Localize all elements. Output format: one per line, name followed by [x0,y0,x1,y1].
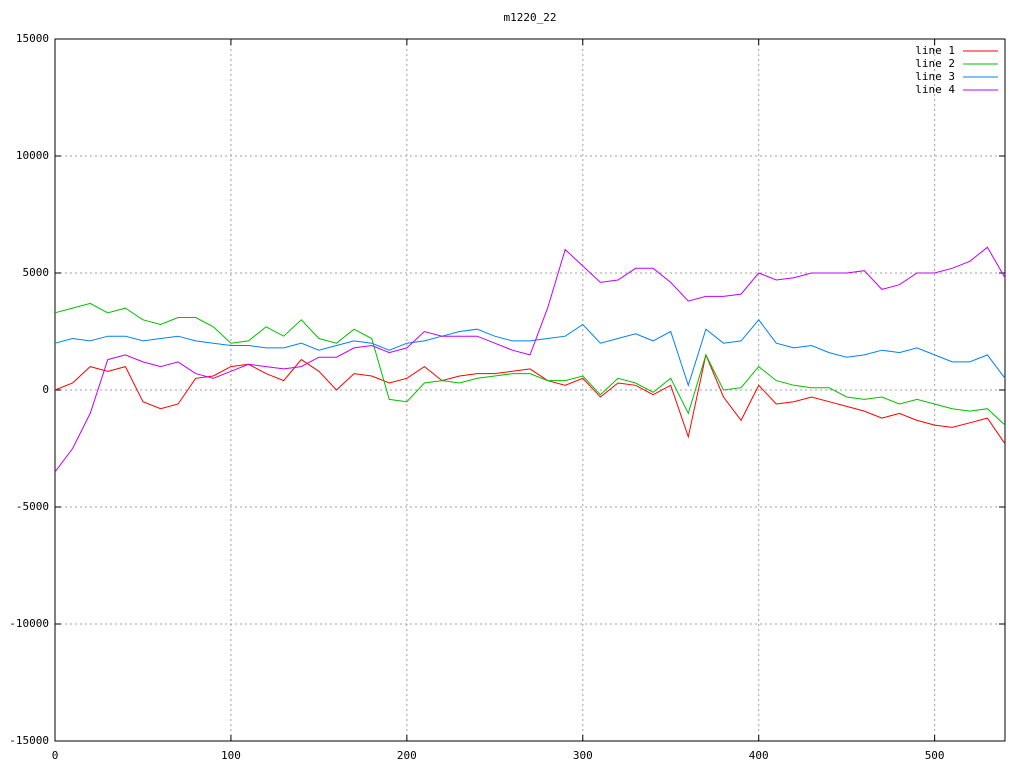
x-tick-label: 500 [925,749,945,762]
legend-label: line 2 [915,57,955,70]
x-tick-label: 300 [573,749,593,762]
y-tick-label: 10000 [16,149,49,162]
x-tick-label: 100 [221,749,241,762]
y-tick-label: -15000 [9,734,49,747]
y-tick-label: -10000 [9,617,49,630]
legend-label: line 1 [915,44,955,57]
data-line [54,318,1006,387]
y-tick-label: 5000 [23,266,50,279]
legend-label: line 3 [915,70,955,83]
x-tick-label: 200 [397,749,417,762]
chart-title: m1220_22 [504,11,557,24]
data-line [54,302,1006,426]
data-line [54,353,1006,445]
x-tick-label: 400 [749,749,769,762]
y-tick-label: 15000 [16,32,49,45]
data-line [54,246,1006,473]
x-tick-label: 0 [52,749,59,762]
y-tick-label: -5000 [16,500,49,513]
legend-label: line 4 [915,83,955,96]
y-tick-label: 0 [42,383,49,396]
